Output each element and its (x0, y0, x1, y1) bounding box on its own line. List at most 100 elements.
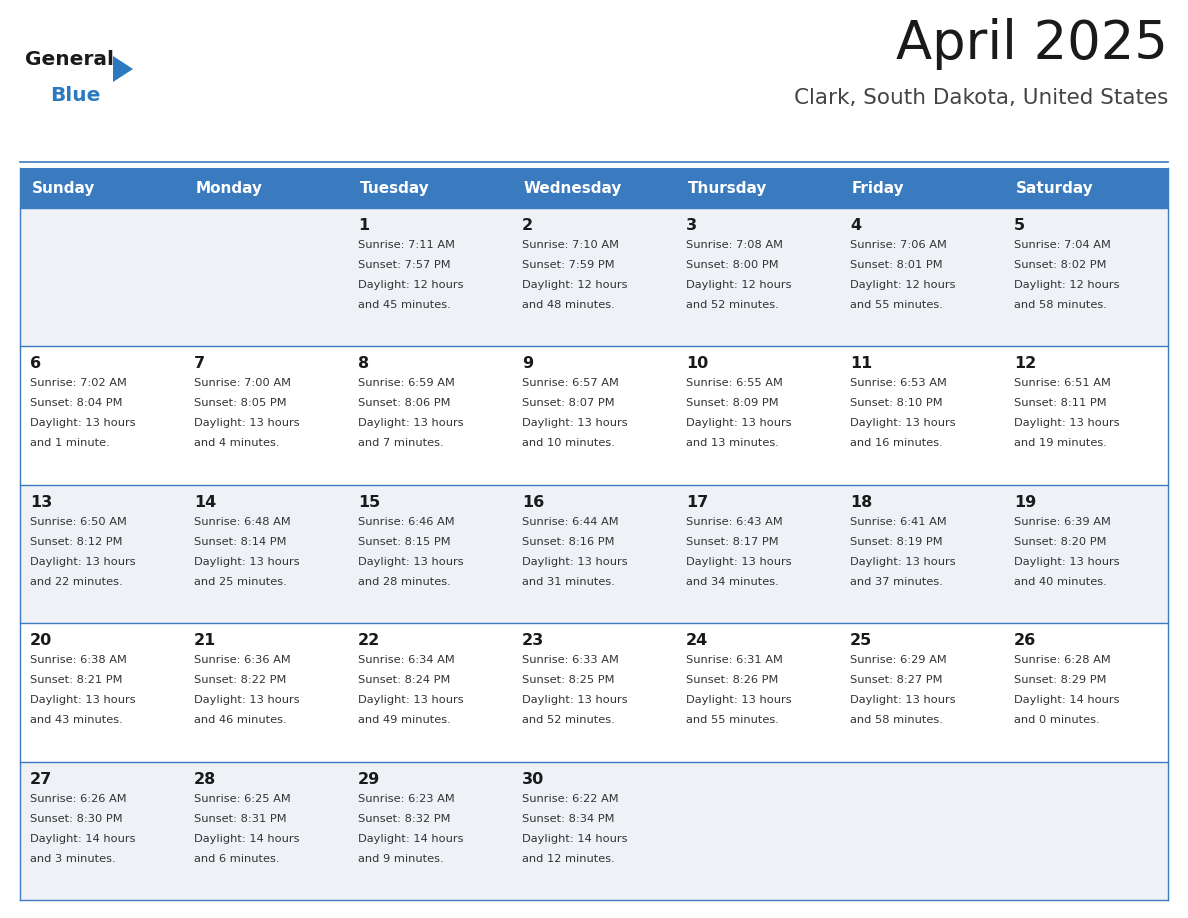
Text: Sunrise: 6:48 AM: Sunrise: 6:48 AM (194, 517, 291, 527)
Text: and 22 minutes.: and 22 minutes. (30, 577, 122, 587)
Text: Sunrise: 6:29 AM: Sunrise: 6:29 AM (849, 655, 947, 666)
Text: Daylight: 13 hours: Daylight: 13 hours (30, 695, 135, 705)
Text: Sunset: 7:59 PM: Sunset: 7:59 PM (522, 260, 614, 270)
Text: Daylight: 13 hours: Daylight: 13 hours (849, 419, 955, 429)
Text: and 49 minutes.: and 49 minutes. (358, 715, 450, 725)
Text: Sunrise: 6:33 AM: Sunrise: 6:33 AM (522, 655, 619, 666)
Text: and 13 minutes.: and 13 minutes. (685, 439, 779, 448)
Text: 4: 4 (849, 218, 861, 233)
Text: Daylight: 13 hours: Daylight: 13 hours (522, 419, 627, 429)
Text: 11: 11 (849, 356, 872, 372)
Text: Wednesday: Wednesday (524, 181, 623, 196)
Text: Sunset: 8:20 PM: Sunset: 8:20 PM (1015, 537, 1106, 547)
Text: Sunset: 8:17 PM: Sunset: 8:17 PM (685, 537, 778, 547)
Polygon shape (113, 56, 133, 82)
Text: 18: 18 (849, 495, 872, 509)
Text: Sunrise: 6:43 AM: Sunrise: 6:43 AM (685, 517, 783, 527)
Bar (20, 623, 1168, 762)
Text: Daylight: 12 hours: Daylight: 12 hours (358, 280, 463, 290)
Text: and 3 minutes.: and 3 minutes. (30, 854, 115, 864)
Text: Sunset: 8:34 PM: Sunset: 8:34 PM (522, 813, 614, 823)
Text: 9: 9 (522, 356, 533, 372)
Text: Sunrise: 7:04 AM: Sunrise: 7:04 AM (1015, 240, 1111, 250)
Text: Sunset: 8:06 PM: Sunset: 8:06 PM (358, 398, 450, 409)
Text: Sunrise: 6:39 AM: Sunrise: 6:39 AM (1015, 517, 1111, 527)
Text: Sunrise: 6:59 AM: Sunrise: 6:59 AM (358, 378, 455, 388)
Text: Daylight: 13 hours: Daylight: 13 hours (685, 557, 791, 566)
Text: Sunrise: 7:02 AM: Sunrise: 7:02 AM (30, 378, 127, 388)
Text: Clark, South Dakota, United States: Clark, South Dakota, United States (794, 88, 1168, 108)
Text: Friday: Friday (852, 181, 904, 196)
Text: Sunset: 8:19 PM: Sunset: 8:19 PM (849, 537, 942, 547)
Text: Sunset: 8:24 PM: Sunset: 8:24 PM (358, 676, 450, 685)
Text: Sunrise: 6:44 AM: Sunrise: 6:44 AM (522, 517, 619, 527)
Text: Sunset: 8:11 PM: Sunset: 8:11 PM (1015, 398, 1107, 409)
Text: Sunrise: 6:22 AM: Sunrise: 6:22 AM (522, 793, 619, 803)
Text: 25: 25 (849, 633, 872, 648)
Text: Sunrise: 6:41 AM: Sunrise: 6:41 AM (849, 517, 947, 527)
Text: Sunset: 7:57 PM: Sunset: 7:57 PM (358, 260, 450, 270)
Text: Blue: Blue (50, 86, 100, 105)
Text: Sunset: 8:00 PM: Sunset: 8:00 PM (685, 260, 778, 270)
Text: Sunset: 8:31 PM: Sunset: 8:31 PM (194, 813, 286, 823)
Bar (20, 168, 1168, 208)
Text: and 58 minutes.: and 58 minutes. (849, 715, 943, 725)
Text: Sunday: Sunday (32, 181, 95, 196)
Text: Sunrise: 7:11 AM: Sunrise: 7:11 AM (358, 240, 455, 250)
Text: Sunset: 8:27 PM: Sunset: 8:27 PM (849, 676, 942, 685)
Text: Daylight: 14 hours: Daylight: 14 hours (194, 834, 299, 844)
Text: and 19 minutes.: and 19 minutes. (1015, 439, 1107, 448)
Text: Sunrise: 6:28 AM: Sunrise: 6:28 AM (1015, 655, 1111, 666)
Text: Daylight: 13 hours: Daylight: 13 hours (522, 557, 627, 566)
Text: Daylight: 14 hours: Daylight: 14 hours (358, 834, 463, 844)
Text: and 7 minutes.: and 7 minutes. (358, 439, 443, 448)
Text: Sunset: 8:26 PM: Sunset: 8:26 PM (685, 676, 778, 685)
Text: and 55 minutes.: and 55 minutes. (685, 715, 779, 725)
Text: 6: 6 (30, 356, 42, 372)
Text: Daylight: 13 hours: Daylight: 13 hours (685, 419, 791, 429)
Text: and 16 minutes.: and 16 minutes. (849, 439, 943, 448)
Text: and 52 minutes.: and 52 minutes. (522, 715, 614, 725)
Text: Sunrise: 6:34 AM: Sunrise: 6:34 AM (358, 655, 455, 666)
Text: 14: 14 (194, 495, 216, 509)
Text: Daylight: 14 hours: Daylight: 14 hours (1015, 695, 1119, 705)
Text: and 58 minutes.: and 58 minutes. (1015, 300, 1107, 310)
Text: April 2025: April 2025 (896, 18, 1168, 70)
Text: Sunset: 8:30 PM: Sunset: 8:30 PM (30, 813, 122, 823)
Text: and 25 minutes.: and 25 minutes. (194, 577, 286, 587)
Text: Sunrise: 6:38 AM: Sunrise: 6:38 AM (30, 655, 127, 666)
Text: Sunset: 8:01 PM: Sunset: 8:01 PM (849, 260, 942, 270)
Text: Sunrise: 6:26 AM: Sunrise: 6:26 AM (30, 793, 127, 803)
Text: Sunset: 8:29 PM: Sunset: 8:29 PM (1015, 676, 1106, 685)
Text: Sunset: 8:04 PM: Sunset: 8:04 PM (30, 398, 122, 409)
Text: Daylight: 13 hours: Daylight: 13 hours (194, 557, 299, 566)
Text: Sunrise: 6:50 AM: Sunrise: 6:50 AM (30, 517, 127, 527)
Text: and 43 minutes.: and 43 minutes. (30, 715, 122, 725)
Text: 27: 27 (30, 772, 52, 787)
Text: Daylight: 13 hours: Daylight: 13 hours (685, 695, 791, 705)
Text: 3: 3 (685, 218, 697, 233)
Text: Daylight: 14 hours: Daylight: 14 hours (30, 834, 135, 844)
Text: 13: 13 (30, 495, 52, 509)
Text: 5: 5 (1015, 218, 1025, 233)
Text: Daylight: 13 hours: Daylight: 13 hours (522, 695, 627, 705)
Bar (20, 762, 1168, 900)
Text: Sunrise: 6:36 AM: Sunrise: 6:36 AM (194, 655, 291, 666)
Text: Sunrise: 6:46 AM: Sunrise: 6:46 AM (358, 517, 455, 527)
Text: Sunrise: 6:53 AM: Sunrise: 6:53 AM (849, 378, 947, 388)
Bar (20, 485, 1168, 623)
Text: Daylight: 12 hours: Daylight: 12 hours (522, 280, 627, 290)
Text: 16: 16 (522, 495, 544, 509)
Text: Sunset: 8:12 PM: Sunset: 8:12 PM (30, 537, 122, 547)
Text: 21: 21 (194, 633, 216, 648)
Text: Thursday: Thursday (688, 181, 767, 196)
Text: and 10 minutes.: and 10 minutes. (522, 439, 615, 448)
Text: Daylight: 13 hours: Daylight: 13 hours (849, 557, 955, 566)
Text: Sunset: 8:09 PM: Sunset: 8:09 PM (685, 398, 778, 409)
Text: and 48 minutes.: and 48 minutes. (522, 300, 614, 310)
Text: Sunrise: 6:57 AM: Sunrise: 6:57 AM (522, 378, 619, 388)
Text: General: General (25, 50, 114, 69)
Text: Sunset: 8:22 PM: Sunset: 8:22 PM (194, 676, 286, 685)
Text: and 9 minutes.: and 9 minutes. (358, 854, 443, 864)
Text: Saturday: Saturday (1016, 181, 1094, 196)
